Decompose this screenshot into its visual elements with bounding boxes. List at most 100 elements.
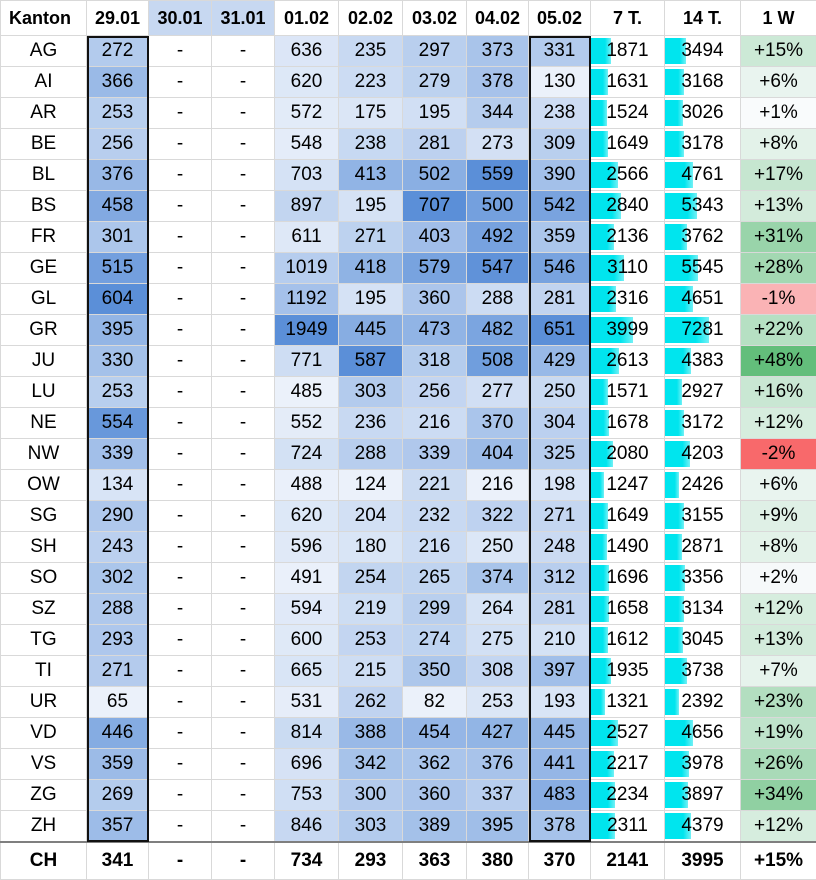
value-cell: 374 bbox=[466, 562, 529, 594]
value-cell: 82 bbox=[402, 686, 467, 718]
value-cell: 215 bbox=[338, 655, 403, 687]
table-row: GR 395- -1949 445 473 482 651 3999 7281 +22% bbox=[0, 314, 816, 346]
data-bar bbox=[591, 689, 605, 715]
pct-change-cell: -1% bbox=[740, 283, 816, 315]
pct-change-cell: +1% bbox=[740, 97, 816, 129]
value-cell: 271 bbox=[338, 221, 403, 253]
data-bar bbox=[591, 441, 614, 467]
value-cell: 288 bbox=[466, 283, 529, 315]
kanton-cell: TG bbox=[0, 624, 87, 656]
value-cell: 2141 bbox=[590, 841, 665, 880]
pct-change-cell: +13% bbox=[740, 190, 816, 222]
value-cell: 579 bbox=[402, 252, 467, 284]
value-cell: 134 bbox=[86, 469, 149, 501]
data-bar bbox=[591, 348, 619, 374]
databar-cell: 1696 bbox=[590, 562, 665, 594]
data-bar bbox=[665, 751, 689, 777]
kanton-cell: AI bbox=[0, 66, 87, 98]
databar-cell: 2311 bbox=[590, 810, 665, 843]
cell-value: 3045 bbox=[681, 629, 724, 650]
table-row: AR 253- -572 175 195 344 238 1524 3026 +1% bbox=[0, 97, 816, 129]
kanton-cell: ZH bbox=[0, 810, 87, 843]
value-cell: 281 bbox=[528, 593, 591, 625]
value-cell: 235 bbox=[338, 35, 403, 67]
cell-value: 3178 bbox=[681, 133, 724, 154]
pct-change-cell: +7% bbox=[740, 655, 816, 687]
value-cell: - bbox=[211, 469, 275, 501]
pct-change-cell: +22% bbox=[740, 314, 816, 346]
cell-value: 1571 bbox=[606, 381, 649, 402]
value-cell: 299 bbox=[402, 593, 467, 625]
value-cell: 594 bbox=[274, 593, 339, 625]
data-bar bbox=[665, 410, 684, 436]
value-cell: 318 bbox=[402, 345, 467, 377]
databar-cell: 4383 bbox=[664, 345, 741, 377]
cell-value: 3494 bbox=[681, 40, 724, 61]
cell-value: 2840 bbox=[606, 195, 649, 216]
kanton-cell: BE bbox=[0, 128, 87, 160]
value-cell: - bbox=[211, 779, 275, 811]
pct-change-cell: +26% bbox=[740, 748, 816, 780]
value-cell: 620 bbox=[274, 500, 339, 532]
cell-value: 2234 bbox=[606, 784, 649, 805]
value-cell: 331 bbox=[528, 35, 591, 67]
table-row: NW 339- -724 288 339 404 325 2080 4203 -2% bbox=[0, 438, 816, 470]
value-cell: 256 bbox=[402, 376, 467, 408]
value-cell: 542 bbox=[528, 190, 591, 222]
pct-change-cell: +6% bbox=[740, 469, 816, 501]
value-cell: - bbox=[148, 345, 212, 377]
cell-value: 1321 bbox=[606, 691, 649, 712]
databar-cell: 1871 bbox=[590, 35, 665, 67]
value-cell: - bbox=[211, 531, 275, 563]
pct-change-cell: +16% bbox=[740, 376, 816, 408]
table-row: VD 446- -814 388 454 427 445 2527 4656 +19% bbox=[0, 717, 816, 749]
value-cell: 219 bbox=[338, 593, 403, 625]
value-cell: - bbox=[148, 500, 212, 532]
table-row: AI 366- -620 223 279 378 130 1631 3168 +6% bbox=[0, 66, 816, 98]
databar-cell: 2136 bbox=[590, 221, 665, 253]
table-row: TI 271- -665 215 350 308 397 1935 3738 +7% bbox=[0, 655, 816, 687]
column-header: Kanton bbox=[0, 0, 87, 36]
cell-value: 1649 bbox=[606, 505, 649, 526]
value-cell: 290 bbox=[86, 500, 149, 532]
column-header: 05.02 bbox=[528, 0, 591, 36]
value-cell: 378 bbox=[466, 66, 529, 98]
column-header: 30.01 bbox=[148, 0, 212, 36]
value-cell: 250 bbox=[466, 531, 529, 563]
value-cell: 264 bbox=[466, 593, 529, 625]
databar-cell: 3494 bbox=[664, 35, 741, 67]
table-row: BL 376- -703 413 502 559 390 2566 4761 +17% bbox=[0, 159, 816, 191]
pct-change-cell: +34% bbox=[740, 779, 816, 811]
table-row: BS 458- -897 195 707 500 542 2840 5343 +13% bbox=[0, 190, 816, 222]
pct-change-cell: +8% bbox=[740, 128, 816, 160]
value-cell: - bbox=[211, 562, 275, 594]
cell-value: 2080 bbox=[606, 443, 649, 464]
value-cell: - bbox=[148, 283, 212, 315]
value-cell: 275 bbox=[466, 624, 529, 656]
value-cell: 175 bbox=[338, 97, 403, 129]
data-bar bbox=[665, 627, 684, 653]
value-cell: 696 bbox=[274, 748, 339, 780]
cell-value: 2927 bbox=[681, 381, 724, 402]
kanton-cell: CH bbox=[0, 841, 87, 880]
value-cell: - bbox=[211, 159, 275, 191]
value-cell: - bbox=[211, 345, 275, 377]
value-cell: - bbox=[148, 841, 212, 880]
data-bar bbox=[591, 472, 605, 498]
kanton-cell: JU bbox=[0, 345, 87, 377]
data-bar bbox=[591, 751, 615, 777]
value-cell: - bbox=[211, 438, 275, 470]
value-cell: - bbox=[148, 407, 212, 439]
pct-change-cell: +2% bbox=[740, 562, 816, 594]
cell-value: 2217 bbox=[606, 753, 649, 774]
data-bar bbox=[665, 69, 684, 95]
value-cell: 344 bbox=[466, 97, 529, 129]
data-bar bbox=[665, 782, 689, 808]
value-cell: 308 bbox=[466, 655, 529, 687]
pct-change-cell: +13% bbox=[740, 624, 816, 656]
value-cell: 814 bbox=[274, 717, 339, 749]
cell-value: 4203 bbox=[681, 443, 724, 464]
value-cell: 515 bbox=[86, 252, 149, 284]
pct-change-cell: +31% bbox=[740, 221, 816, 253]
